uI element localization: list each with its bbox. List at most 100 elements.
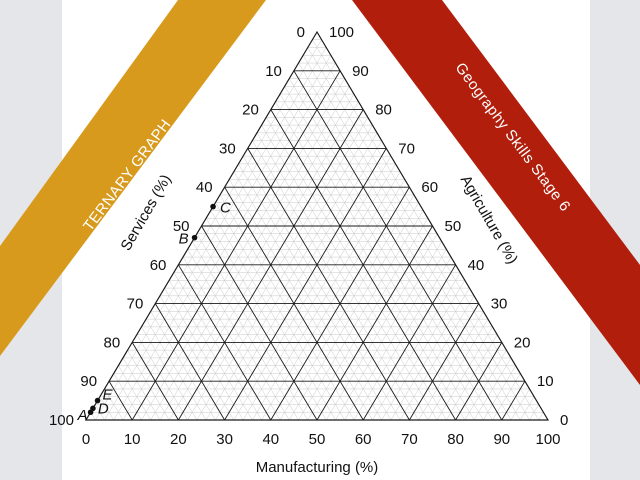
agriculture-tick-label: 40 <box>468 257 485 274</box>
services-tick-label: 30 <box>219 140 236 157</box>
manufacturing-axis-title: Manufacturing (%) <box>256 459 379 476</box>
major-gridlines <box>108 70 526 421</box>
minor-gridline <box>284 86 484 421</box>
minor-gridline <box>219 194 355 421</box>
manufacturing-tick-label: 0 <box>82 431 90 448</box>
agriculture-tick-label: 60 <box>421 179 438 196</box>
minor-gridline <box>265 117 447 421</box>
data-point-label-e: E <box>103 387 114 404</box>
agriculture-tick-label: 70 <box>398 140 415 157</box>
services-tick-label: 80 <box>104 334 121 351</box>
agriculture-tick-label: 10 <box>537 373 554 390</box>
manufacturing-tick-label: 50 <box>309 431 326 448</box>
minor-gridline <box>127 350 170 421</box>
major-gridline <box>362 264 456 421</box>
data-point-label-c: C <box>220 200 231 217</box>
minor-gridline <box>473 357 512 421</box>
minor-gridline <box>164 287 244 421</box>
major-gridline <box>224 148 387 421</box>
agriculture-tick-label: 80 <box>375 102 392 119</box>
minor-gridline <box>372 272 461 421</box>
manufacturing-tick-label: 30 <box>216 431 233 448</box>
minor-gridline <box>298 210 424 421</box>
minor-gridline <box>353 256 452 421</box>
minor-gridline <box>307 218 429 421</box>
minor-gridline <box>104 388 124 421</box>
agriculture-tick-label: 100 <box>329 24 354 41</box>
manufacturing-tick-label: 70 <box>401 431 418 448</box>
data-point-label-d: D <box>98 400 109 417</box>
minor-gridline <box>173 272 262 421</box>
major-gridline <box>201 225 318 421</box>
minor-gridline <box>205 218 327 421</box>
minor-gridline <box>205 132 378 421</box>
minor-gridline <box>520 396 535 421</box>
minor-gridline <box>95 39 322 421</box>
manufacturing-tick-label: 10 <box>124 431 141 448</box>
agriculture-tick-label: 0 <box>560 412 568 429</box>
minor-gridline <box>261 179 405 421</box>
major-gridline <box>154 303 225 421</box>
major-gridline <box>316 225 433 421</box>
agriculture-tick-labels: 0 10 20 30 40 50 60 70 80 90 100 <box>329 24 568 429</box>
minor-gridline <box>529 404 539 421</box>
minor-gridline <box>118 365 151 421</box>
minor-gridline <box>483 365 516 421</box>
minor-gridline <box>187 117 369 421</box>
minor-gridline <box>399 295 475 421</box>
minor-gridline <box>95 404 105 421</box>
manufacturing-tick-label: 80 <box>447 431 464 448</box>
minor-gridline <box>238 163 392 421</box>
minor-gridline <box>418 311 484 421</box>
agriculture-tick-label: 20 <box>514 334 531 351</box>
services-tick-labels: 0 10 20 30 40 50 60 70 80 90 100 <box>49 24 305 429</box>
agriculture-tick-label: 50 <box>445 218 462 235</box>
manufacturing-tick-label: 100 <box>535 431 560 448</box>
data-point-label-b: B <box>179 231 189 248</box>
minor-gridline <box>145 318 207 421</box>
major-gridline <box>293 70 503 421</box>
minor-gridline <box>275 101 466 421</box>
manufacturing-tick-label: 40 <box>262 431 279 448</box>
manufacturing-tick-label: 60 <box>355 431 372 448</box>
services-tick-label: 90 <box>80 373 97 390</box>
services-tick-label: 60 <box>150 257 167 274</box>
major-gridline <box>178 264 272 421</box>
data-point-c <box>210 203 216 210</box>
minor-gridline <box>229 179 373 421</box>
minor-gridline <box>182 256 281 421</box>
minor-gridline <box>464 350 507 421</box>
minor-gridline <box>390 287 470 421</box>
minor-gridline <box>150 311 216 421</box>
minor-gridline <box>256 132 429 421</box>
manufacturing-tick-labels: 0 10 20 30 40 50 60 70 80 90 100 <box>82 431 561 448</box>
major-gridline <box>455 342 503 421</box>
minor-gridline <box>538 412 544 421</box>
minor-gridline <box>446 334 498 421</box>
data-point-a <box>87 409 94 416</box>
minor-gridline <box>344 249 447 421</box>
data-point-b <box>191 234 198 241</box>
services-tick-label: 10 <box>265 63 282 80</box>
major-gridline <box>409 303 480 421</box>
minor-gridline <box>159 295 235 421</box>
major-gridline <box>108 380 133 421</box>
services-tick-label: 50 <box>173 218 190 235</box>
major-gridline <box>247 148 410 421</box>
minor-gridline <box>289 202 419 421</box>
major-gridline <box>131 70 341 421</box>
minor-gridline <box>279 194 415 421</box>
services-tick-label: 20 <box>242 102 259 119</box>
services-tick-label: 0 <box>297 24 305 41</box>
minor-gridline <box>335 241 442 421</box>
triangle-outline <box>84 30 550 421</box>
agriculture-tick-label: 30 <box>491 296 508 313</box>
minor-gridline <box>122 357 161 421</box>
data-point-e <box>94 397 101 404</box>
data-points: C B EDA <box>77 200 231 425</box>
minor-gridline <box>215 202 345 421</box>
services-tick-label: 40 <box>196 179 213 196</box>
right-diagonal-band <box>352 0 640 385</box>
minor-gridline <box>302 55 521 421</box>
